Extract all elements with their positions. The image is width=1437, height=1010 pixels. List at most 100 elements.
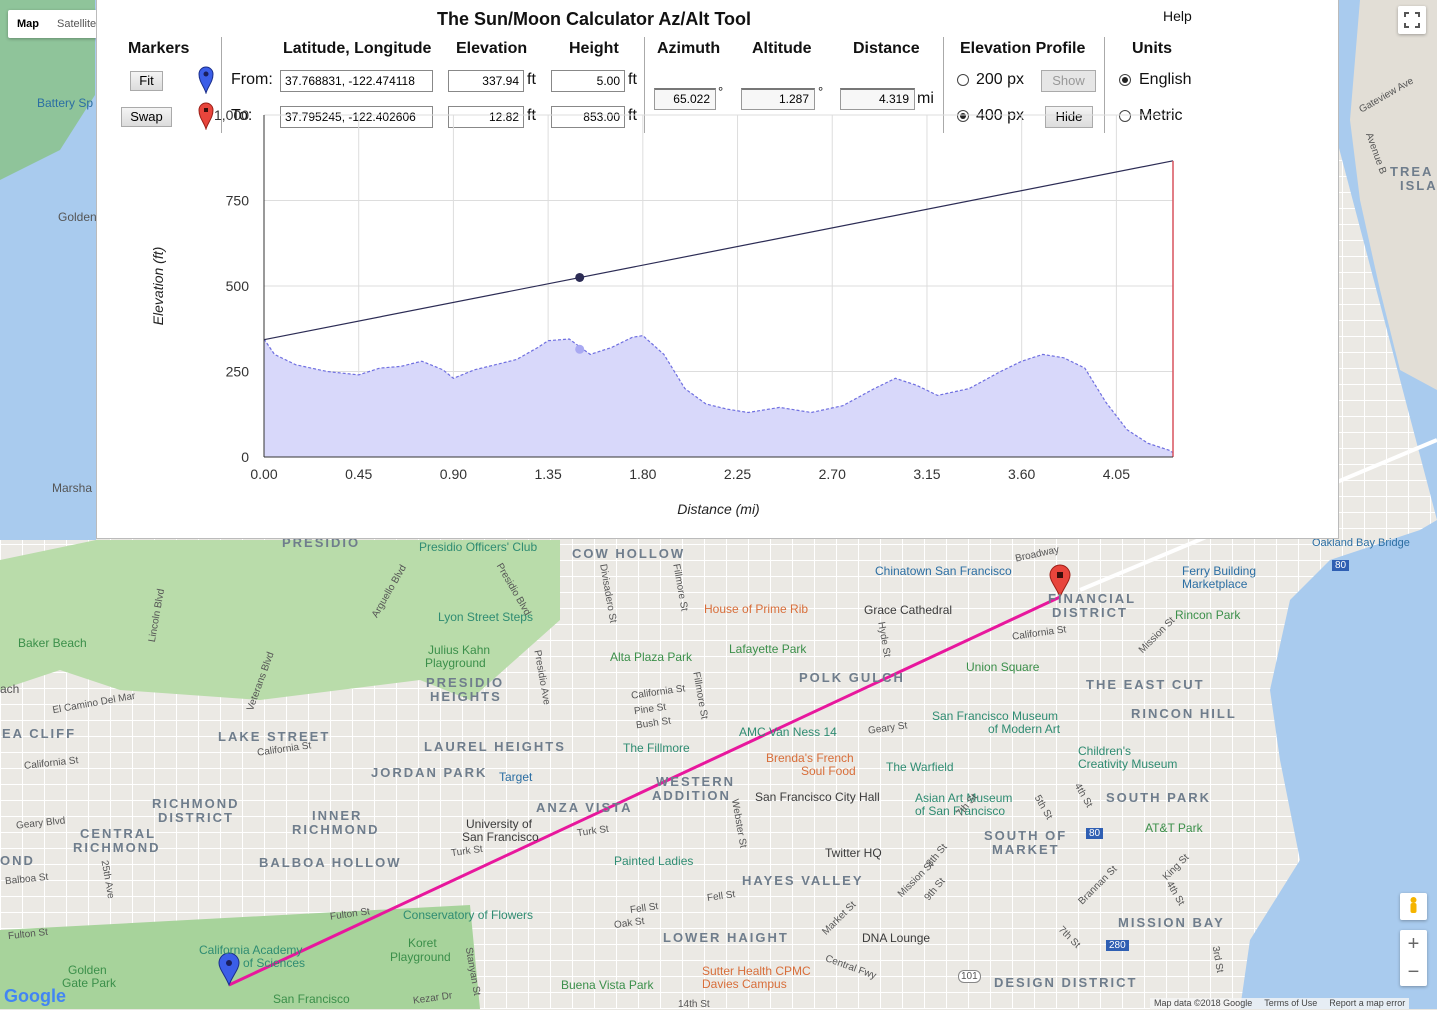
label-baker-beach[interactable]: Baker Beach xyxy=(18,636,87,650)
google-logo[interactable]: Google xyxy=(4,986,66,1007)
to-latlng-input[interactable]: 37.795245, -122.402606 xyxy=(280,106,433,128)
label-cal-academy-2[interactable]: of Sciences xyxy=(243,956,306,970)
profile-200-radio[interactable] xyxy=(957,74,969,86)
label-house-of-prime-rib[interactable]: House of Prime Rib xyxy=(704,602,809,616)
label-the-warfield[interactable]: The Warfield xyxy=(886,760,954,774)
map-type-satellite-button[interactable]: Satellite xyxy=(57,18,97,30)
fullscreen-button[interactable] xyxy=(1398,6,1426,34)
zoom-in-button[interactable]: + xyxy=(1407,933,1420,955)
label-golden-gate-park-2[interactable]: Gate Park xyxy=(62,976,117,990)
altitude-heading: Altitude xyxy=(752,40,812,57)
label-sutter-health-2[interactable]: Davies Campus xyxy=(702,977,787,991)
label-lafayette-park[interactable]: Lafayette Park xyxy=(729,642,807,656)
from-latlng-input[interactable]: 37.768831, -122.474118 xyxy=(280,70,433,92)
label-target[interactable]: Target xyxy=(499,770,533,784)
label-richmond-district: RICHMOND xyxy=(152,796,240,811)
label-brendas[interactable]: Brenda's French xyxy=(766,751,854,765)
treasure-island xyxy=(1350,0,1437,390)
label-julius-kahn[interactable]: Julius Kahn xyxy=(428,643,491,657)
label-rincon-park[interactable]: Rincon Park xyxy=(1175,608,1241,622)
panel-title: The Sun/Moon Calculator Az/Alt Tool xyxy=(437,9,751,29)
from-elevation-unit: ft xyxy=(527,71,536,88)
label-presidio-officers-club[interactable]: Presidio Officers' Club xyxy=(419,540,538,554)
highway-80-1: 80 xyxy=(1332,560,1350,571)
label-south-of-market-2: MARKET xyxy=(992,842,1060,857)
label-battery: Battery Sp xyxy=(37,96,94,110)
label-chinatown[interactable]: Chinatown San Francisco xyxy=(875,564,1012,578)
latlng-heading: Latitude, Longitude xyxy=(283,40,432,57)
divider-2 xyxy=(644,37,645,133)
label-ond: OND xyxy=(0,853,35,868)
azimuth-heading: Azimuth xyxy=(657,40,721,57)
label-brendas-2[interactable]: Soul Food xyxy=(801,764,856,778)
to-elevation-input[interactable]: 12.82 xyxy=(448,106,524,128)
label-cal-academy[interactable]: California Academy xyxy=(199,943,303,957)
from-height-input[interactable]: 5.00 xyxy=(551,70,625,92)
label-painted-ladies[interactable]: Painted Ladies xyxy=(614,854,694,868)
label-att-park[interactable]: AT&T Park xyxy=(1145,821,1203,835)
label-ferry-building[interactable]: Ferry Building xyxy=(1182,564,1257,578)
x-tick-label: 1.35 xyxy=(535,466,562,482)
label-buena-vista[interactable]: Buena Vista Park xyxy=(561,978,654,992)
label-sutter-health[interactable]: Sutter Health CPMC xyxy=(702,964,811,978)
label-union-square[interactable]: Union Square xyxy=(966,660,1040,674)
label-amc-van-ness[interactable]: AMC Van Ness 14 xyxy=(739,725,837,739)
label-twitter-hq[interactable]: Twitter HQ xyxy=(825,846,882,860)
terms-of-use-link[interactable]: Terms of Use xyxy=(1264,998,1318,1008)
label-koret[interactable]: Koret xyxy=(408,936,437,950)
from-elevation-input[interactable]: 337.94 xyxy=(448,70,524,92)
label-san-francisco[interactable]: San Francisco xyxy=(273,992,350,1006)
label-asian-art[interactable]: Asian Art Museum xyxy=(915,791,1013,805)
label-lyon-street-steps[interactable]: Lyon Street Steps xyxy=(438,610,533,624)
label-sfmoma-2[interactable]: of Modern Art xyxy=(988,722,1061,736)
label-balboa-hollow: BALBOA HOLLOW xyxy=(259,855,402,870)
elevation-heading: Elevation xyxy=(456,40,528,57)
label-childrens-museum[interactable]: Children's xyxy=(1078,744,1131,758)
x-tick-label: 0.90 xyxy=(440,466,467,482)
to-marker[interactable] xyxy=(1049,564,1071,599)
label-asian-art-2[interactable]: of San Francisco xyxy=(915,804,1006,818)
distance-unit: mi xyxy=(917,90,934,107)
x-tick-label: 1.80 xyxy=(629,466,656,482)
label-grace-cathedral[interactable]: Grace Cathedral xyxy=(864,603,953,617)
fit-button[interactable]: Fit xyxy=(130,71,163,91)
label-mission-bay: MISSION BAY xyxy=(1118,915,1225,930)
label-golden: Golden xyxy=(58,210,97,224)
label-sf-city-hall[interactable]: San Francisco City Hall xyxy=(755,790,880,804)
street-view-button[interactable] xyxy=(1400,893,1427,920)
label-julius-kahn-2[interactable]: Playground xyxy=(425,656,486,670)
zoom-out-button[interactable]: − xyxy=(1407,961,1420,983)
divider-1 xyxy=(221,37,222,133)
zoom-control: + − xyxy=(1400,930,1427,986)
label-conservatory[interactable]: Conservatory of Flowers xyxy=(403,908,534,922)
label-sfmoma[interactable]: San Francisco Museum xyxy=(932,709,1059,723)
label-ferry-building-2[interactable]: Marketplace xyxy=(1182,577,1248,591)
profile-400-radio[interactable] xyxy=(957,110,969,122)
units-english-radio[interactable] xyxy=(1119,74,1131,86)
hide-profile-button[interactable]: Hide xyxy=(1045,106,1093,128)
units-heading: Units xyxy=(1132,40,1172,57)
label-childrens-museum-2[interactable]: Creativity Museum xyxy=(1078,757,1178,771)
x-tick-label: 3.60 xyxy=(1008,466,1035,482)
label-the-fillmore[interactable]: The Fillmore xyxy=(623,741,690,755)
report-map-error-link[interactable]: Report a map error xyxy=(1329,998,1406,1008)
label-usf[interactable]: University of xyxy=(466,817,533,831)
label-usf-2[interactable]: San Francisco xyxy=(462,830,539,844)
highway-280: 280 xyxy=(1106,940,1129,951)
swap-button[interactable]: Swap xyxy=(121,107,172,127)
map-type-map-button[interactable]: Map xyxy=(17,18,39,30)
label-alta-plaza[interactable]: Alta Plaza Park xyxy=(610,650,693,664)
to-label: To: xyxy=(231,107,253,124)
profile-200-label: 200 px xyxy=(976,71,1025,88)
altitude-degree-unit: ° xyxy=(818,84,824,99)
help-link[interactable]: Help xyxy=(1163,8,1192,24)
from-marker[interactable] xyxy=(218,952,240,987)
label-golden-gate-park[interactable]: Golden xyxy=(68,963,107,977)
calculator-panel: The Sun/Moon Calculator Az/Alt Tool Help… xyxy=(96,0,1339,539)
show-profile-button[interactable]: Show xyxy=(1041,70,1096,92)
to-height-input[interactable]: 853.00 xyxy=(551,106,625,128)
x-tick-label: 0.45 xyxy=(345,466,372,482)
label-koret-2[interactable]: Playground xyxy=(390,950,451,964)
label-dna-lounge[interactable]: DNA Lounge xyxy=(862,931,931,945)
units-metric-radio[interactable] xyxy=(1119,110,1131,122)
